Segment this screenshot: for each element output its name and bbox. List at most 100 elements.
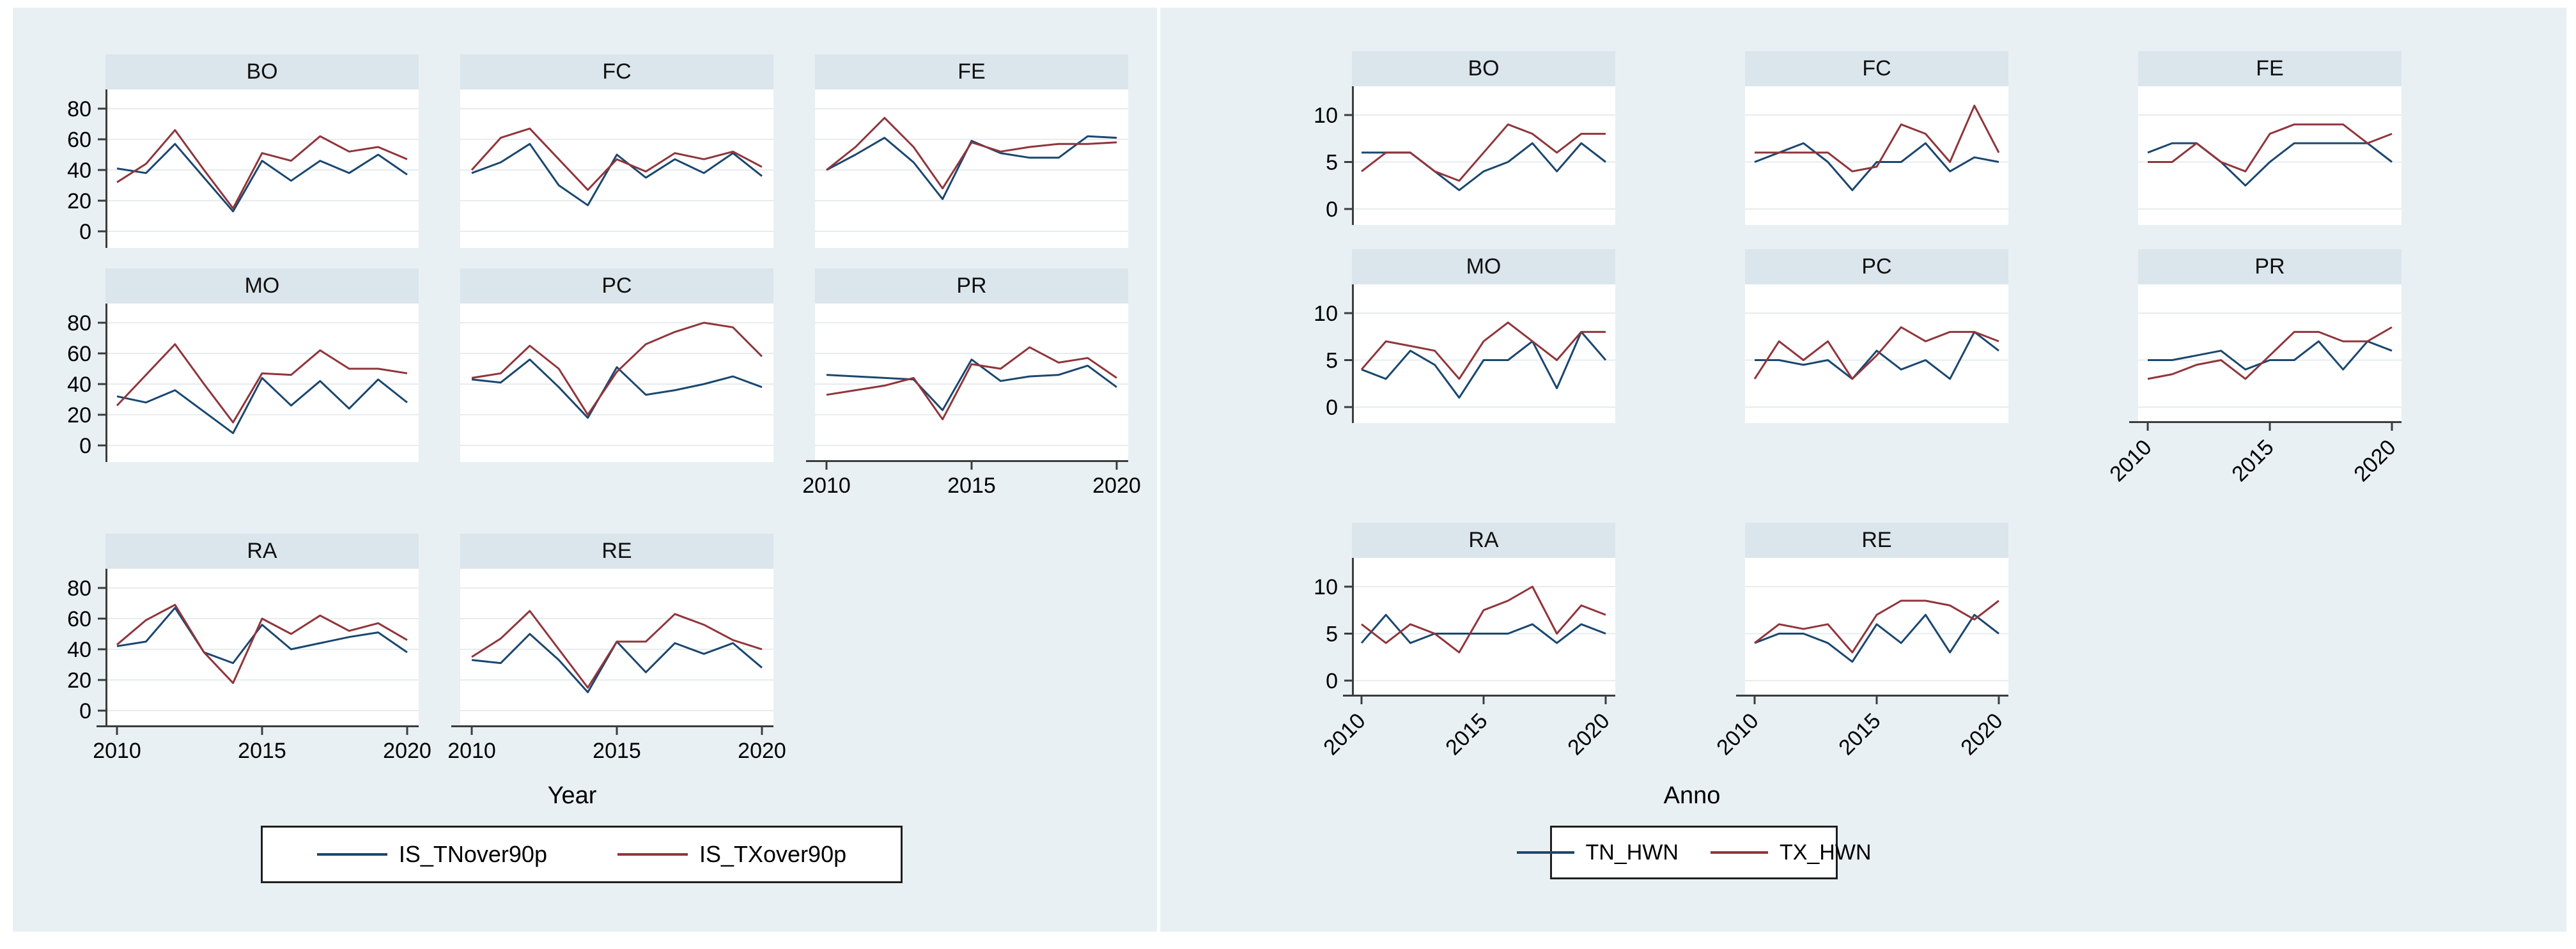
y-tick-label: 40 (67, 373, 91, 397)
panel-title: RE (601, 539, 632, 563)
panel-plot-MO: 0 20 40 60 80 (67, 304, 419, 462)
panel-header-RA: RA (105, 534, 419, 569)
x-tick-label: 2015 (947, 474, 996, 498)
y-tick-label: 0 (1326, 197, 1338, 222)
x-tick-label: 2015 (1441, 709, 1492, 760)
y-tick-label: 60 (67, 128, 91, 152)
panel-header-RE: RE (1745, 523, 2008, 558)
panel-header-MO: MO (105, 268, 419, 304)
panel-plot-RE: 2010 2015 2020 (1712, 558, 2008, 760)
y-tick-label: 40 (67, 638, 91, 662)
series-line-IS_TNover90p (826, 135, 1117, 201)
panel-plot-FC (460, 89, 773, 248)
panel-chart-MO: 0 20 40 60 80 (67, 304, 419, 462)
panel-chart-PC (1745, 312, 2008, 408)
panel-plot-BO: 0 5 10 (1314, 86, 1615, 225)
x-tick-label: 2020 (1956, 709, 2007, 760)
x-tick-label: 2010 (802, 474, 851, 498)
x-tick-label: 2010 (1319, 709, 1370, 760)
panel-title: RA (1468, 528, 1499, 552)
y-tick-label: 10 (1314, 302, 1338, 326)
series-line-TN_HWN (1362, 142, 1606, 192)
panel-chart-RA: 0 20 40 60 80 2010 2015 2020 (67, 569, 431, 763)
panel-title: MO (244, 274, 280, 298)
panel-chart-FC (460, 108, 773, 232)
series-line-TN_HWN (2147, 142, 2393, 187)
series-line-TX_HWN (1361, 585, 1606, 654)
series-line-IS_TXover90p (826, 116, 1117, 190)
legend-entry: IS_TNover90p (316, 841, 547, 868)
panel-title: FE (958, 59, 986, 84)
panel-plot-PR: 2010 2015 2020 (2105, 284, 2401, 486)
panel-chart-RE: 2010 2015 2020 (1712, 586, 2008, 760)
panel-header-PR: PR (815, 268, 1128, 304)
panel-title: RA (247, 539, 277, 563)
panel-title: PR (956, 274, 987, 298)
panel-chart-BO: 0 5 10 (1314, 86, 1615, 225)
panel-header-FE: FE (815, 54, 1128, 89)
panel-header-FC: FC (1745, 51, 2008, 86)
series-line-IS_TNover90p (471, 359, 763, 419)
panel-header-MO: MO (1352, 249, 1615, 284)
y-tick-label: 40 (67, 158, 91, 183)
x-tick-label: 2015 (593, 739, 641, 763)
series-line-IS_TNover90p (116, 606, 408, 665)
x-tick-label: 2020 (1563, 709, 1614, 760)
panel-title: BO (246, 59, 278, 84)
panel-title: FC (1862, 56, 1891, 81)
series-line-TX_HWN (1754, 599, 1999, 654)
series-line-IS_TNover90p (116, 143, 408, 213)
panel-title: FE (2256, 56, 2284, 81)
y-tick-label: 5 (1326, 151, 1338, 175)
legend-right: TN_HWN TX_HWN (1516, 826, 1872, 879)
panel-header-FE: FE (2138, 51, 2401, 86)
series-line-TX_HWN (1755, 104, 2000, 173)
x-axis-title-left: Year (547, 782, 597, 809)
series-line-TN_HWN (1755, 330, 1999, 380)
panel-chart-RA: 0 5 10 2010 2015 2020 (1314, 558, 1615, 760)
panel-chart-RE: 2010 2015 2020 (447, 587, 786, 763)
y-tick-label: 10 (1314, 104, 1338, 128)
panel-header-BO: BO (1352, 51, 1615, 86)
panel-plot-FE (815, 89, 1128, 248)
series-line-TN_HWN (1754, 613, 1999, 663)
panel-chart-FE (2138, 114, 2401, 210)
legend-entry: IS_TXover90p (617, 841, 846, 868)
panel-title: PR (2254, 254, 2285, 279)
x-tick-label: 2015 (2227, 435, 2278, 486)
series-line-IS_TXover90p (826, 346, 1117, 420)
legend-label: TX_HWN (1779, 840, 1872, 865)
legend-label: IS_TNover90p (398, 841, 547, 867)
x-tick-label: 2020 (2349, 435, 2400, 486)
panel-title: PC (601, 274, 632, 298)
panel-plot-PC (1745, 284, 2008, 423)
panel-title: FC (602, 59, 632, 84)
panel-title: BO (1468, 56, 1500, 81)
series-line-IS_TXover90p (471, 610, 763, 689)
y-tick-label: 0 (1326, 669, 1338, 693)
x-tick-label: 2010 (1712, 709, 1763, 760)
legend-entry: TX_HWN (1710, 840, 1872, 865)
series-line-TX_HWN (1753, 326, 1999, 380)
legend-left: IS_TNover90p IS_TXover90p (261, 826, 903, 883)
series-line-IS_TXover90p (116, 129, 408, 210)
panel-plot-PC (460, 304, 773, 462)
series-line-TX_HWN (1361, 123, 1606, 182)
panel-header-BO: BO (105, 54, 419, 89)
series-line-IS_TXover90p (116, 603, 408, 684)
panel-plot-FE (2138, 86, 2401, 225)
panel-chart-PR: 2010 2015 2020 (802, 322, 1141, 498)
panel-plot-RA: 0 5 10 2010 2015 2020 (1314, 558, 1615, 760)
y-tick-label: 0 (79, 434, 91, 458)
x-axis-title-right: Anno (1663, 782, 1721, 809)
panel-header-PR: PR (2138, 249, 2401, 284)
panel-header-RA: RA (1352, 523, 1615, 558)
series-line-swatch (1516, 851, 1574, 854)
y-tick-label: 0 (79, 699, 91, 723)
panel-chart-PR: 2010 2015 2020 (2105, 312, 2401, 486)
panel-plot-RA: 0 20 40 60 80 2010 2015 2020 (67, 569, 431, 763)
y-tick-label: 80 (67, 97, 91, 121)
x-tick-label: 2020 (383, 739, 431, 763)
y-tick-label: 0 (1326, 396, 1338, 420)
